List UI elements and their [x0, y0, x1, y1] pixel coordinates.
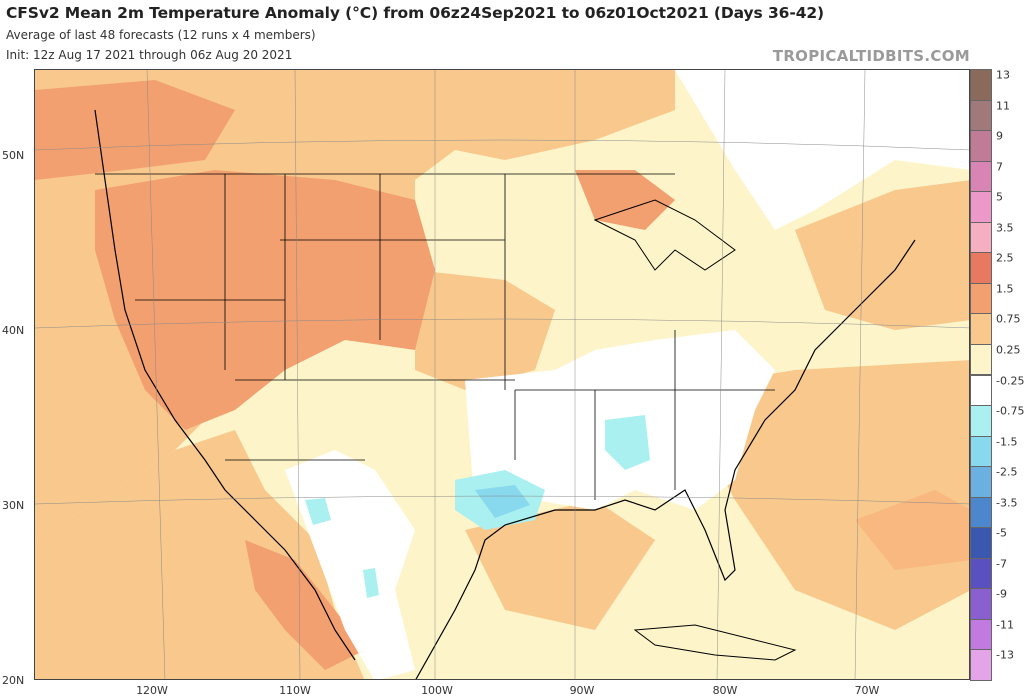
- state-borders: [95, 173, 775, 500]
- atlantic-gulf-coast: [415, 239, 916, 679]
- colorbar-label: 5: [996, 190, 1003, 204]
- graticule: [35, 70, 969, 679]
- init-time: Init: 12z Aug 17 2021 through 06z Aug 20…: [6, 48, 293, 62]
- colorbar-label: 13: [996, 68, 1010, 82]
- lon-label-100w: 100W: [421, 684, 453, 697]
- warm-mid-gulf: [465, 500, 655, 630]
- colorbar-swatch: [970, 435, 992, 468]
- colorbar-label: 3.5: [996, 221, 1014, 235]
- colorbar-swatch: [970, 69, 992, 101]
- colorbar-label: 0.25: [996, 343, 1021, 357]
- colorbar: [970, 69, 992, 681]
- great-lakes: [593, 199, 736, 271]
- colorbar-label: -0.75: [996, 404, 1024, 418]
- colorbar-label: -5: [996, 526, 1007, 540]
- lat-label-20n: 20N: [2, 674, 25, 687]
- lon-label-90w: 90W: [569, 684, 595, 697]
- colorbar-swatch: [970, 191, 992, 223]
- cuba: [633, 624, 797, 661]
- colorbar-swatch: [970, 405, 992, 437]
- cool-alabama: [605, 415, 650, 470]
- colorbar-label: -13: [996, 648, 1014, 662]
- colorbar-label: -2.5: [996, 465, 1018, 479]
- warm-strong-northwest: [35, 80, 235, 180]
- colorbar-label: -3.5: [996, 496, 1018, 510]
- warm-mid-northeast: [795, 180, 969, 330]
- colorbar-swatch: [970, 588, 992, 620]
- cool-mexico: [363, 568, 379, 598]
- colorbar-swatch: [970, 496, 992, 529]
- map-canvas: [35, 70, 969, 679]
- brand-watermark: TROPICALTIDBITS.COM: [772, 47, 970, 65]
- map-title: CFSv2 Mean 2m Temperature Anomaly (°C) f…: [6, 4, 825, 22]
- colorbar-swatch: [970, 282, 992, 315]
- colorbar-swatch: [970, 221, 992, 254]
- colorbar-label: -11: [996, 618, 1014, 632]
- colorbar-swatch: [970, 99, 992, 132]
- warm-strong-ocean: [855, 490, 969, 570]
- colorbar-label: -7: [996, 557, 1007, 571]
- lon-label-70w: 70W: [854, 684, 880, 697]
- colorbar-label: -9: [996, 587, 1007, 601]
- colorbar-swatch: [970, 649, 992, 681]
- lon-label-80w: 80W: [712, 684, 738, 697]
- lat-label-30n: 30N: [2, 499, 25, 512]
- lon-label-120w: 120W: [136, 684, 168, 697]
- cool-sonora: [305, 498, 331, 525]
- colorbar-label: -0.25: [996, 374, 1024, 387]
- warm-mid-central: [415, 270, 555, 390]
- colorbar-swatch: [970, 527, 992, 559]
- colorbar-label: 11: [996, 99, 1010, 113]
- colorbar-swatch: [970, 160, 992, 193]
- colorbar-label: -1.5: [996, 435, 1018, 449]
- map-subtitle: Average of last 48 forecasts (12 runs x …: [6, 28, 316, 42]
- colorbar-swatch: [970, 374, 992, 407]
- pacific-coast: [94, 109, 356, 661]
- colorbar-swatch: [970, 252, 992, 284]
- colorbar-label: 0.75: [996, 312, 1021, 326]
- colorbar-swatch: [970, 557, 992, 590]
- colorbar-label: 2.5: [996, 251, 1014, 265]
- colorbar-swatch: [970, 313, 992, 345]
- cool-texas-core: [475, 485, 530, 518]
- lon-label-110w: 110W: [279, 684, 311, 697]
- colorbar-swatch: [970, 130, 992, 162]
- warm-strong-baja: [245, 540, 365, 670]
- lat-label-40n: 40N: [2, 324, 25, 337]
- colorbar-swatch: [970, 466, 992, 498]
- neutral-quebec: [675, 70, 969, 230]
- colorbar-swatch: [970, 618, 992, 651]
- anomaly-map: [34, 69, 970, 680]
- warm-strong-greatlakes: [575, 170, 675, 230]
- lat-label-50n: 50N: [2, 149, 25, 162]
- colorbar-swatch: [970, 343, 992, 376]
- colorbar-label: 9: [996, 129, 1003, 143]
- colorbar-label: 1.5: [996, 282, 1014, 296]
- colorbar-label: 7: [996, 160, 1003, 174]
